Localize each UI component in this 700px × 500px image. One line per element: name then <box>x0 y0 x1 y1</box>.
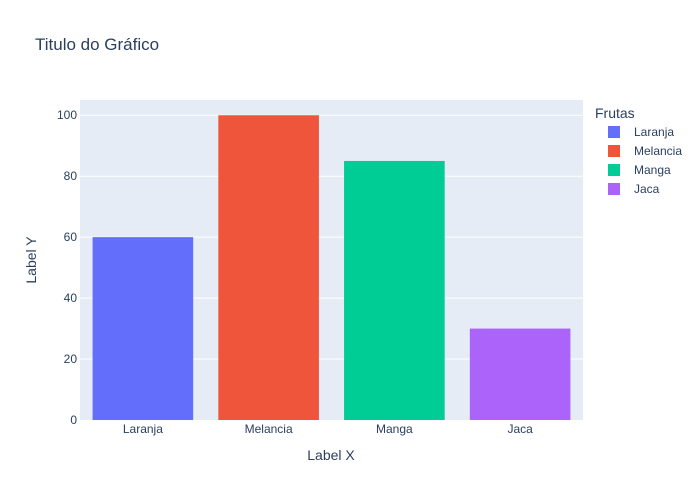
y-tick-label: 0 <box>70 413 77 427</box>
x-tick-label: Jaca <box>507 422 533 436</box>
x-tick-label: Melancia <box>245 422 293 436</box>
bar-laranja[interactable] <box>92 237 194 420</box>
bars <box>92 115 571 420</box>
y-tick-label: 40 <box>64 291 78 305</box>
x-axis-title: Label X <box>307 447 355 463</box>
y-tick-label: 100 <box>57 108 77 122</box>
y-tick-label: 60 <box>64 230 78 244</box>
bar-melancia[interactable] <box>218 115 319 420</box>
chart-title: Titulo do Gráfico <box>35 35 159 54</box>
x-tick-label: Laranja <box>123 422 163 436</box>
legend: Frutas Laranja Melancia Manga Jaca <box>595 105 682 196</box>
y-tick-label: 80 <box>64 169 78 183</box>
y-axis-ticks: 0 20 40 60 80 100 <box>57 108 77 427</box>
legend-swatch[interactable] <box>608 183 620 195</box>
y-tick-label: 20 <box>64 352 78 366</box>
legend-label[interactable]: Melancia <box>634 144 682 158</box>
legend-title: Frutas <box>595 105 635 121</box>
legend-label[interactable]: Jaca <box>634 182 660 196</box>
legend-swatch[interactable] <box>608 164 620 176</box>
legend-label[interactable]: Laranja <box>634 125 674 139</box>
y-axis-title: Label Y <box>23 236 39 284</box>
legend-swatch[interactable] <box>608 126 620 138</box>
legend-label[interactable]: Manga <box>634 163 671 177</box>
legend-swatch[interactable] <box>608 145 620 157</box>
x-tick-label: Manga <box>376 422 413 436</box>
bar-manga[interactable] <box>344 160 445 420</box>
bar-jaca[interactable] <box>469 328 571 420</box>
x-axis-ticks: Laranja Melancia Manga Jaca <box>123 422 533 436</box>
